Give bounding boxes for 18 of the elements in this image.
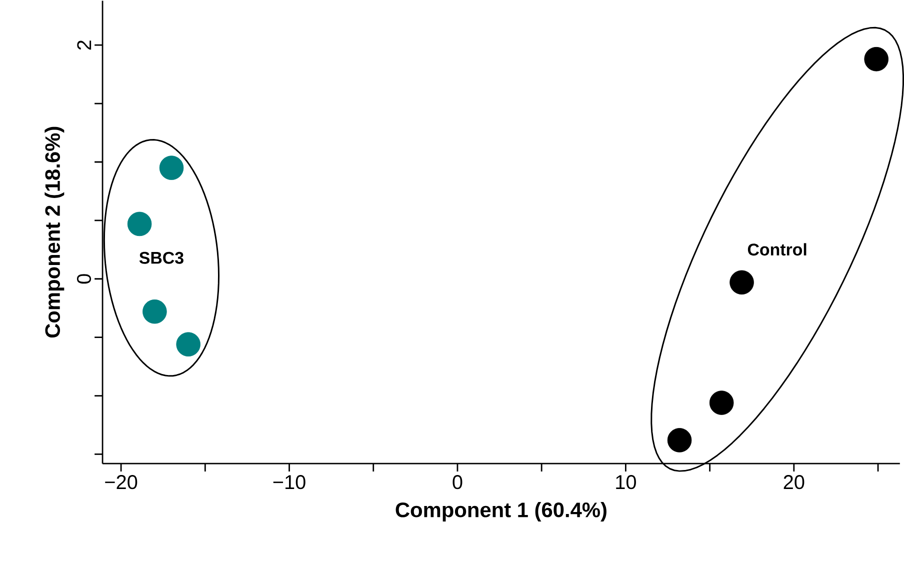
x-tick-label: −10 bbox=[273, 475, 306, 490]
point bbox=[709, 390, 734, 415]
x-tick-label: −20 bbox=[105, 475, 138, 490]
point bbox=[159, 156, 184, 180]
point bbox=[864, 46, 888, 72]
y-axis-title: Component 2 (18.6%) bbox=[44, 126, 64, 338]
point bbox=[142, 299, 167, 324]
point bbox=[127, 212, 152, 236]
x-axis-title: Component 1 (60.4%) bbox=[396, 502, 606, 522]
annotation: SBC3 bbox=[139, 252, 184, 264]
point bbox=[730, 270, 754, 294]
x-tick-label: 0 bbox=[452, 475, 462, 490]
x-tick-label: 20 bbox=[784, 475, 804, 490]
x-tick-label: 10 bbox=[616, 475, 636, 490]
point bbox=[667, 428, 692, 452]
y-tick-label: 2 bbox=[77, 40, 92, 50]
annotation: Control bbox=[748, 243, 806, 256]
point bbox=[176, 332, 200, 356]
